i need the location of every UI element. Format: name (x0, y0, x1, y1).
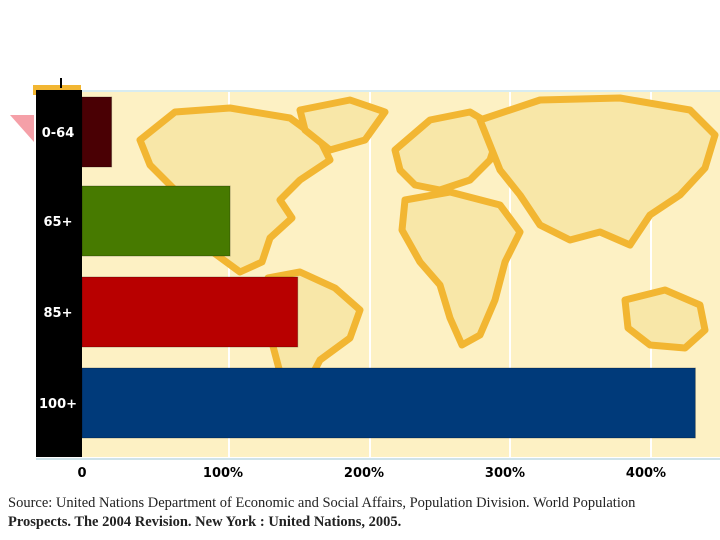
africa-shape (398, 188, 524, 349)
axis-label-strip (36, 90, 82, 460)
asia-shape (476, 94, 719, 249)
category-label: 85+ (44, 306, 73, 321)
category-label: 100+ (39, 397, 77, 412)
bars-group (81, 96, 696, 439)
bar-100+ (81, 367, 696, 439)
x-tick-label: 300% (485, 466, 525, 481)
x-axis-bar (36, 457, 720, 481)
x-tick-label: 100% (203, 466, 243, 481)
category-label: 65+ (44, 215, 73, 230)
source-caption: Source: United Nations Department of Eco… (8, 494, 714, 532)
tick-labels-group: 0 100% 200% 300% 400% (77, 466, 666, 481)
category-labels-group: 0-64 65+ 85+ 100+ (39, 126, 77, 412)
bar-65+ (81, 185, 231, 257)
source-line-2: Prospects. The 2004 Revision. New York :… (8, 514, 402, 530)
category-label: 0-64 (42, 126, 75, 141)
source-line-1: Source: United Nations Department of Eco… (8, 495, 636, 511)
x-tick-label: 0 (77, 466, 86, 481)
bar-85+ (81, 276, 299, 348)
decorative-tab (10, 115, 34, 142)
australia-shape (621, 286, 709, 352)
x-tick-label: 400% (626, 466, 666, 481)
greenland-shape (296, 96, 389, 154)
europe-shape (391, 108, 504, 194)
x-tick-label: 200% (344, 466, 384, 481)
bar-0-64 (81, 96, 113, 168)
